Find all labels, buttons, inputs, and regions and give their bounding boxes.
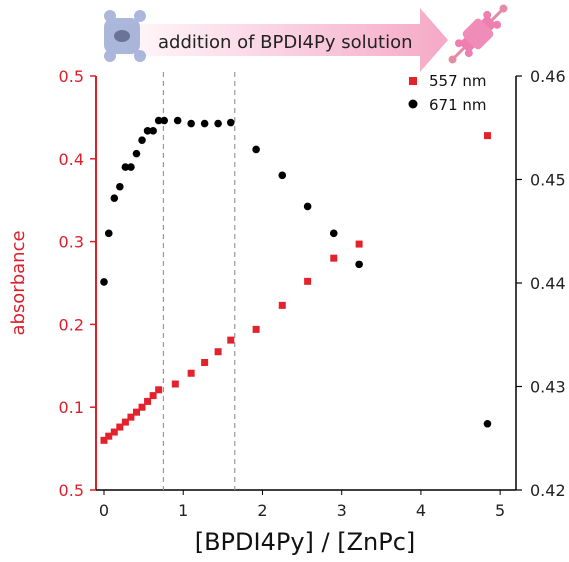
y-right-tick-label-0: 0.42	[530, 481, 566, 500]
point-557nm-20	[355, 240, 363, 248]
point-557nm-17	[278, 301, 286, 309]
point-557nm-6	[132, 408, 140, 416]
point-671nm-22	[483, 419, 492, 428]
point-557nm-2	[110, 428, 118, 436]
point-671nm-18	[278, 171, 287, 180]
y-left-axis-title: absorbance	[8, 230, 29, 335]
point-557nm-5	[127, 413, 135, 421]
point-557nm-9	[149, 392, 157, 400]
point-557nm-3	[116, 423, 124, 431]
point-557nm-18	[304, 277, 312, 285]
point-671nm-21	[355, 260, 363, 269]
guide-lines	[162, 72, 236, 490]
addition-arrow: addition of BPDI4Py solution	[100, 8, 448, 72]
point-557nm-15	[227, 336, 235, 344]
point-671nm-14	[200, 119, 209, 128]
znpc-molecule-icon	[104, 10, 146, 62]
arrow-label: addition of BPDI4Py solution	[158, 32, 413, 53]
point-671nm-16	[226, 118, 235, 127]
point-671nm-0	[100, 278, 108, 286]
point-671nm-6	[132, 149, 141, 158]
legend-label-671: 671 nm	[429, 96, 487, 114]
point-671nm-17	[252, 145, 260, 154]
point-671nm-9	[149, 127, 157, 135]
point-557nm-1	[105, 432, 113, 440]
x-tick-label-4: 4	[416, 501, 426, 520]
point-671nm-12	[173, 116, 182, 125]
point-557nm-21	[483, 132, 491, 140]
point-671nm-1	[104, 229, 113, 238]
x-axis-title: [BPDI4Py] / [ZnPc]	[195, 528, 416, 556]
x-tick-label-2: 2	[257, 501, 267, 520]
point-557nm-13	[201, 358, 209, 366]
point-671nm-5	[127, 163, 135, 171]
point-671nm-11	[160, 116, 169, 125]
y-left-tick-label-4: 0.4	[59, 150, 84, 169]
x-tick-label-0: 0	[99, 501, 109, 520]
legend-marker-557	[409, 77, 417, 85]
point-557nm-16	[252, 325, 260, 333]
point-671nm-2	[110, 194, 119, 202]
y-right-tick-label-1: 0.43	[530, 378, 566, 397]
point-671nm-20	[329, 229, 338, 238]
data-marks	[100, 116, 492, 444]
legend: 557 nm 671 nm	[408, 72, 487, 114]
legend-marker-671	[408, 99, 418, 109]
point-557nm-8	[144, 397, 152, 405]
y-left-tick-label-2: 0.2	[59, 315, 84, 334]
complex-molecule-icon	[448, 4, 508, 64]
y-right-tick-label-2: 0.44	[530, 274, 566, 293]
point-671nm-13	[187, 119, 195, 128]
point-557nm-11	[171, 380, 179, 388]
point-557nm-7	[138, 403, 146, 411]
point-557nm-10	[155, 386, 163, 394]
y-left-tick-label-1: 0.1	[59, 398, 84, 417]
point-557nm-19	[330, 254, 338, 262]
y-right-tick-label-3: 0.45	[530, 171, 566, 190]
y-left-tick-label-3: 0.3	[59, 233, 84, 252]
point-557nm-0	[100, 436, 108, 444]
point-557nm-12	[187, 369, 195, 377]
point-671nm-19	[303, 202, 312, 211]
point-557nm-4	[121, 418, 129, 426]
x-tick-label-5: 5	[495, 501, 505, 520]
point-671nm-10	[154, 116, 163, 125]
point-671nm-7	[138, 136, 146, 144]
y-left-tick-label-0: 0.5	[59, 481, 84, 500]
point-671nm-8	[143, 127, 152, 135]
y-right-tick-label-4: 0.46	[530, 67, 566, 86]
axis-ticks: 0 1 2 3 4 5 0.5 0.1 0.2 0.3 0.4 0.5 0.42 0.43 0.44 0.45…	[59, 67, 566, 520]
point-671nm-15	[214, 119, 222, 128]
x-tick-label-3: 3	[337, 501, 347, 520]
y-left-tick-label-5: 0.5	[59, 67, 84, 86]
legend-label-557: 557 nm	[429, 72, 487, 90]
x-tick-label-1: 1	[178, 501, 188, 520]
point-671nm-4	[121, 163, 130, 171]
point-557nm-14	[214, 348, 222, 356]
point-671nm-3	[116, 182, 124, 191]
